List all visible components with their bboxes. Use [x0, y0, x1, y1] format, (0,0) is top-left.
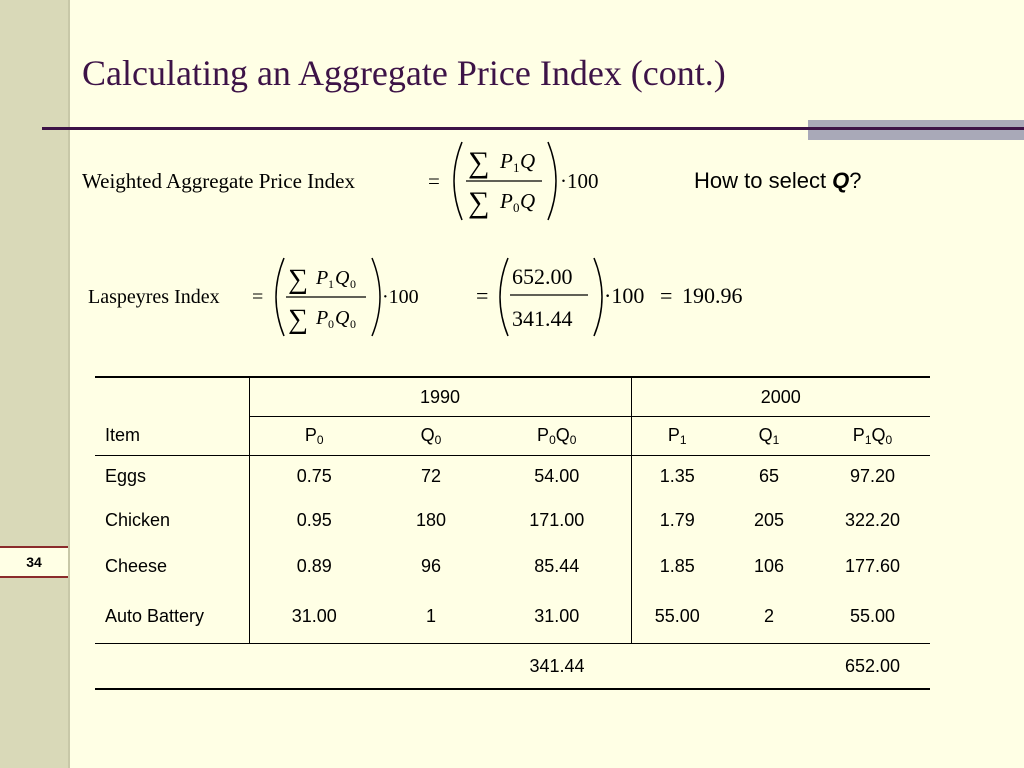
question-text: How to select Q? — [694, 168, 862, 193]
cell-p0q0: 171.00 — [529, 510, 585, 530]
row-item: Cheese — [105, 556, 168, 576]
year-header-row: 1990 2000 — [95, 376, 930, 417]
svg-text:P: P — [499, 189, 513, 213]
cell-p0: 0.89 — [248, 543, 379, 590]
year-2000: 2000 — [630, 376, 930, 417]
svg-text:Q: Q — [520, 189, 535, 213]
cell-p0: 0.95 — [248, 497, 379, 544]
laspeyres-multiplier-2: ·100 — [604, 283, 644, 308]
item-header: Item — [95, 416, 249, 456]
cell-p1q0: 322.20 — [844, 510, 901, 530]
weighted-den-sigma: ∑ — [468, 186, 489, 219]
cell-p0q0: 85.44 — [534, 556, 580, 576]
svg-text:P: P — [315, 307, 328, 329]
table-row: Chicken 0.95 180 171.00 1.79 205 322.20 — [95, 497, 930, 544]
weighted-equals: = — [428, 169, 440, 193]
cell-q0: 180 — [415, 510, 447, 530]
svg-text:0: 0 — [350, 317, 356, 331]
svg-text:P: P — [315, 267, 328, 289]
cell-p1: 1.85 — [630, 543, 723, 590]
svg-text:1: 1 — [513, 160, 520, 175]
laspeyres-right-paren — [371, 257, 381, 337]
col-p0: P0 — [248, 416, 379, 456]
col-p1q0: P1Q0 — [815, 416, 930, 456]
cell-p1q0: 55.00 — [815, 589, 930, 644]
cell-p0q0: 54.00 — [534, 466, 580, 487]
laspeyres-equals-3: = — [660, 283, 672, 308]
cell-p0: 0.75 — [248, 455, 379, 498]
column-header-row: Item P0 Q0 P0Q0 P1 Q1 P1Q0 — [95, 416, 930, 456]
laspeyres-equals: = — [252, 286, 263, 308]
year-1990: 1990 — [248, 376, 631, 417]
weighted-index-formula: Weighted Aggregate Price Index = ∑ P 1 Q… — [82, 138, 622, 224]
cell-q1: 106 — [753, 556, 785, 576]
cell-q1: 2 — [723, 589, 815, 644]
title-rule — [42, 127, 1024, 130]
weighted-index-label: Weighted Aggregate Price Index — [82, 169, 355, 193]
cell-p1q0: 177.60 — [844, 556, 901, 576]
title-rule-accent — [808, 120, 1024, 140]
weighted-num-sigma: ∑ — [468, 146, 489, 179]
svg-text:1: 1 — [328, 277, 334, 291]
col-p0q0: P0Q0 — [483, 416, 631, 456]
sidebar-divider — [68, 0, 70, 768]
weighted-multiplier: ·100 — [560, 169, 599, 193]
laspeyres-equals-2: = — [476, 283, 488, 308]
total-p0q0: 341.44 — [483, 643, 631, 690]
cell-p0: 31.00 — [248, 589, 379, 644]
svg-text:0: 0 — [350, 277, 356, 291]
cell-q1: 65 — [758, 466, 780, 487]
svg-text:Q: Q — [335, 267, 350, 289]
svg-text:0: 0 — [328, 317, 334, 331]
weighted-right-paren — [547, 141, 557, 221]
total-p1q0: 652.00 — [815, 643, 930, 690]
weighted-left-paren — [453, 141, 463, 221]
laspeyres-num-sigma: ∑ — [288, 264, 308, 295]
col-p1: P1 — [630, 416, 723, 456]
laspeyres-multiplier: ·100 — [382, 286, 419, 308]
table-row: Auto Battery 31.00 1 31.00 55.00 2 55.00 — [95, 589, 930, 644]
cell-q1: 205 — [753, 510, 785, 530]
svg-text:0: 0 — [513, 200, 520, 215]
cell-q0: 1 — [379, 589, 483, 644]
laspeyres-formula: Laspeyres Index = ∑ P 1 Q 0 ∑ P 0 Q 0 ·1… — [88, 254, 778, 340]
laspeyres-result: 190.96 — [682, 283, 743, 308]
slide-title: Calculating an Aggregate Price Index (co… — [82, 53, 726, 93]
cell-q0: 72 — [420, 466, 442, 487]
cell-p1: 55.00 — [630, 589, 723, 644]
laspeyres-value-left-paren — [499, 257, 509, 337]
svg-text:P: P — [499, 149, 513, 173]
svg-text:Q: Q — [520, 149, 535, 173]
cell-q0: 96 — [420, 556, 442, 576]
totals-row: 341.44 652.00 — [95, 643, 930, 690]
cell-p0q0: 31.00 — [483, 589, 631, 644]
col-q1: Q1 — [723, 416, 815, 456]
laspeyres-value-right-paren — [593, 257, 603, 337]
laspeyres-den-sigma: ∑ — [288, 304, 308, 335]
row-item: Eggs — [105, 466, 147, 487]
laspeyres-left-paren — [275, 257, 285, 337]
slide-sidebar — [0, 0, 68, 768]
col-q0: Q0 — [379, 416, 483, 456]
row-item: Auto Battery — [95, 589, 249, 644]
svg-text:Q: Q — [335, 307, 350, 329]
table-row: Cheese 0.89 96 85.44 1.85 106 177.60 — [95, 543, 930, 590]
cell-p1: 1.35 — [630, 455, 723, 498]
cell-p1q0: 97.20 — [849, 466, 896, 487]
laspeyres-label: Laspeyres Index — [88, 286, 220, 308]
row-item: Chicken — [105, 510, 171, 530]
table-row: Eggs 0.75 72 54.00 1.35 65 97.20 — [95, 455, 930, 498]
price-index-table: 1990 2000 Item P0 Q0 P0Q0 P1 Q1 P1Q0 Egg… — [95, 376, 930, 690]
laspeyres-numerator-value: 652.00 — [512, 264, 573, 289]
cell-p1: 1.79 — [630, 497, 723, 544]
slide-number: 34 — [0, 546, 68, 578]
laspeyres-denominator-value: 341.44 — [512, 306, 573, 331]
